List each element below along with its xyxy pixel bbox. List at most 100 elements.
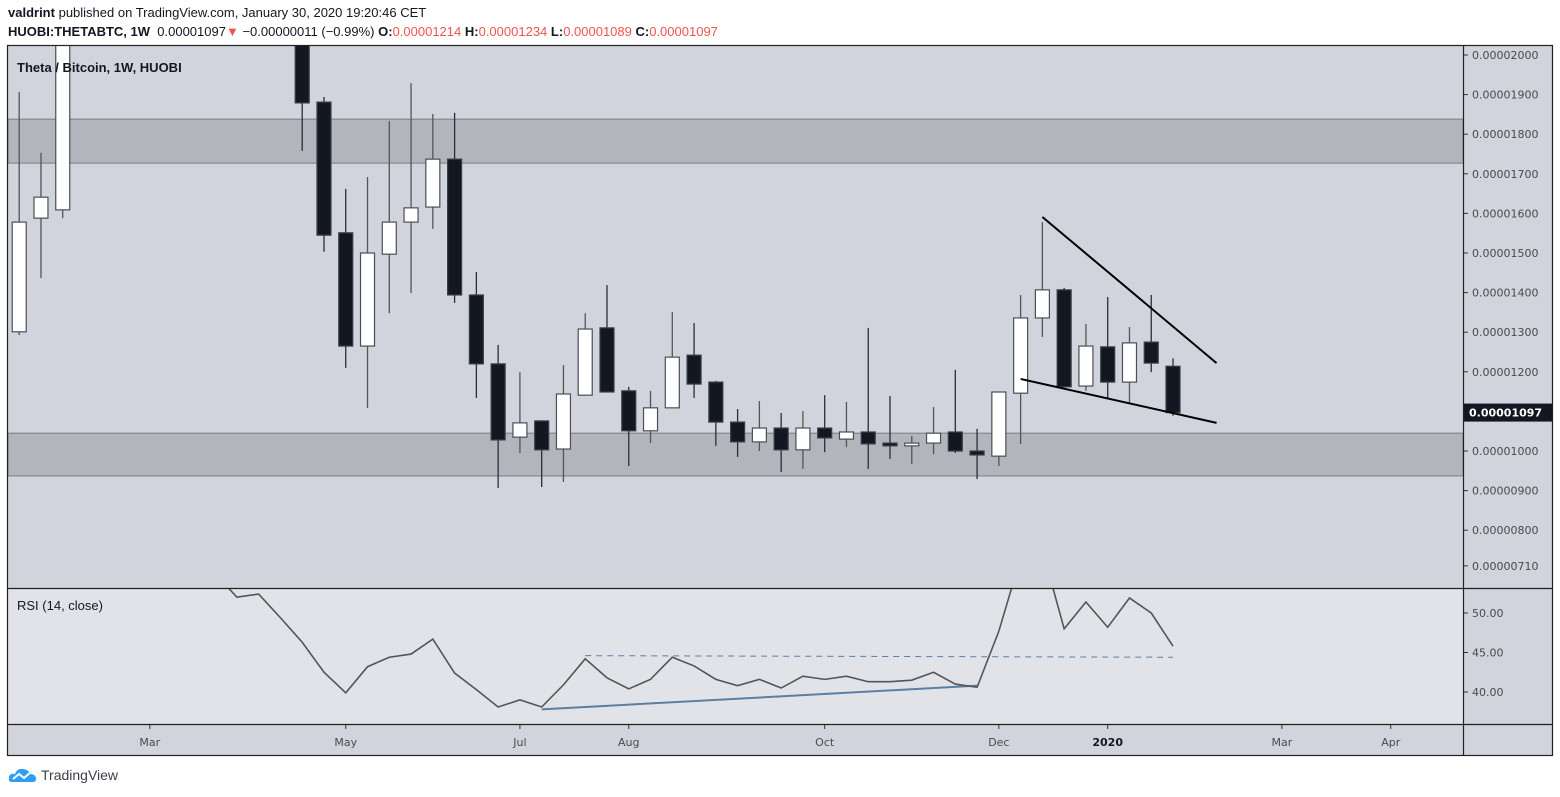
candle[interactable] xyxy=(686,323,702,398)
candle[interactable] xyxy=(599,285,615,393)
candle-body-up xyxy=(904,442,920,447)
candle[interactable] xyxy=(577,313,593,396)
price-tick-label: 0.00001000 xyxy=(1472,445,1538,458)
candle-body-down xyxy=(708,381,724,423)
candle[interactable] xyxy=(664,312,680,409)
candle-body-up xyxy=(555,393,572,450)
candle[interactable] xyxy=(708,380,724,446)
candle-body-up xyxy=(33,196,49,219)
candle[interactable] xyxy=(730,409,746,457)
rsi-resistance-line[interactable] xyxy=(585,655,1174,658)
candle-body-down xyxy=(294,46,310,104)
candle[interactable] xyxy=(773,412,789,472)
candle[interactable] xyxy=(1013,294,1029,444)
candle-body-down xyxy=(947,431,963,452)
publish-text: published on TradingView.com, January 30… xyxy=(58,5,427,20)
rsi-pane[interactable] xyxy=(8,589,1463,724)
candle[interactable] xyxy=(969,428,985,480)
author-name[interactable]: valdrint xyxy=(8,5,55,20)
candle[interactable] xyxy=(425,114,441,229)
candle-body-down xyxy=(773,427,789,451)
candle[interactable] xyxy=(947,369,963,453)
candle[interactable] xyxy=(795,411,811,469)
price-tick-label: 0.00001200 xyxy=(1472,366,1538,379)
rsi-title: RSI (14, close) xyxy=(17,598,103,613)
time-tick-label: 2020 xyxy=(1092,736,1123,749)
price-tick-label: 0.00001400 xyxy=(1472,287,1538,300)
candle-body-down xyxy=(316,101,332,236)
candle[interactable] xyxy=(33,152,49,278)
candle-body-up xyxy=(795,427,811,451)
time-axis[interactable] xyxy=(8,724,1552,755)
open-label: O: xyxy=(378,24,393,39)
low-label: L: xyxy=(550,24,564,39)
candle[interactable] xyxy=(1034,222,1050,337)
time-tick-label: Jul xyxy=(512,736,526,749)
candle-body-down xyxy=(338,232,354,347)
rsi-support-line[interactable] xyxy=(541,684,978,711)
candle[interactable] xyxy=(468,272,484,398)
trendline[interactable] xyxy=(1020,377,1217,424)
candle[interactable] xyxy=(925,407,942,455)
candle-body-up xyxy=(403,207,419,223)
candle-body-up xyxy=(1034,289,1050,319)
candle[interactable] xyxy=(294,0,310,151)
candle[interactable] xyxy=(381,121,397,314)
candle[interactable] xyxy=(447,112,463,303)
candle[interactable] xyxy=(1121,327,1138,404)
time-tick-label: Dec xyxy=(988,736,1009,749)
horizontal-zone[interactable] xyxy=(8,118,1463,164)
candle[interactable] xyxy=(882,395,898,459)
candle[interactable] xyxy=(555,365,572,482)
candle-body-down xyxy=(468,294,484,365)
candle-body-up xyxy=(11,221,27,333)
price-axis[interactable] xyxy=(1463,46,1552,724)
low-value: 0.00001089 xyxy=(563,24,632,39)
candle-body-up xyxy=(55,46,71,211)
candle-body-down xyxy=(490,363,506,441)
last-price: 0.00001097 xyxy=(157,24,226,39)
rsi-tick-label: 40.00 xyxy=(1472,686,1504,699)
candle[interactable] xyxy=(403,83,419,293)
close-value: 0.00001097 xyxy=(649,24,718,39)
candle-body-up xyxy=(1121,342,1138,383)
price-tick-label: 0.00001600 xyxy=(1472,207,1538,220)
candle[interactable] xyxy=(11,91,27,335)
open-value: 0.00001214 xyxy=(392,24,462,39)
candle[interactable] xyxy=(751,401,767,451)
candle[interactable] xyxy=(621,386,637,467)
candle[interactable] xyxy=(316,96,332,252)
candle[interactable] xyxy=(1100,296,1116,398)
candle[interactable] xyxy=(904,435,920,465)
candle[interactable] xyxy=(838,401,855,448)
candle[interactable] xyxy=(1078,323,1094,391)
candle[interactable] xyxy=(1056,287,1072,388)
candle-body-up xyxy=(1013,317,1029,394)
candle[interactable] xyxy=(490,344,506,488)
candle-body-up xyxy=(381,221,397,255)
tradingview-logo[interactable]: TradingView xyxy=(8,766,118,784)
price-tick-label: 0.00002000 xyxy=(1472,49,1538,62)
candle-body-down xyxy=(1143,341,1159,364)
candle[interactable] xyxy=(991,391,1007,467)
trendline[interactable] xyxy=(1041,216,1218,364)
price-tick-label: 0.00001300 xyxy=(1472,326,1538,339)
price-tick-label: 0.00001500 xyxy=(1472,247,1538,260)
rsi-tick-label: 50.00 xyxy=(1472,607,1504,620)
candle[interactable] xyxy=(642,390,659,444)
price-change: −0.00000011 (−0.99%) xyxy=(242,24,375,39)
candle[interactable] xyxy=(55,0,71,219)
candle[interactable] xyxy=(512,372,528,453)
candle[interactable] xyxy=(1165,358,1181,416)
candle[interactable] xyxy=(817,395,833,453)
candle[interactable] xyxy=(338,188,354,368)
candle-body-down xyxy=(860,431,876,445)
candle-body-down xyxy=(599,327,615,393)
candle[interactable] xyxy=(359,176,376,408)
candle[interactable] xyxy=(534,420,550,488)
candle-body-up xyxy=(577,328,593,396)
price-tick-label: 0.00000710 xyxy=(1472,560,1538,573)
candle-body-down xyxy=(621,390,637,432)
candle[interactable] xyxy=(860,327,876,469)
